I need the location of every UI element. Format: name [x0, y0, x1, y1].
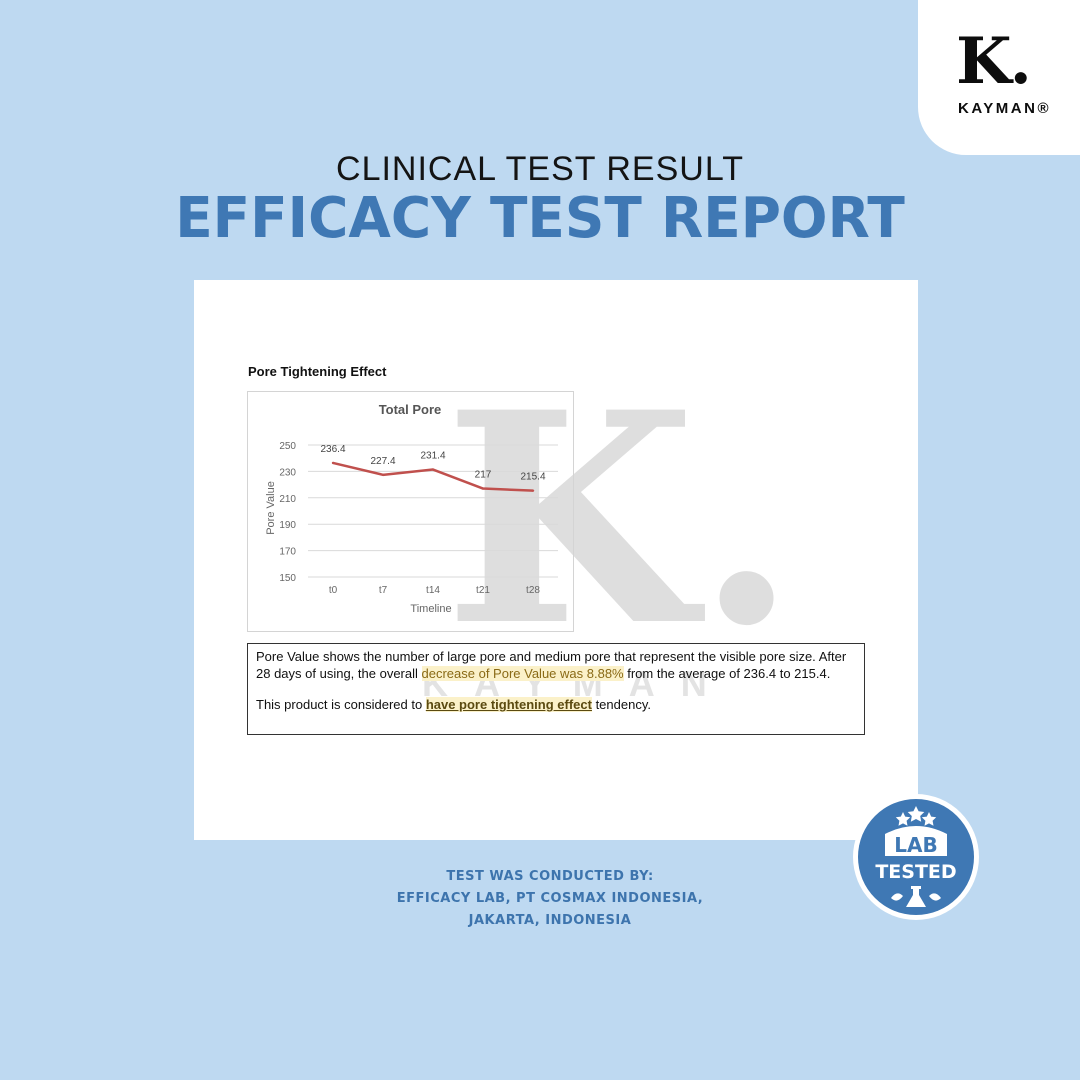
x-tick-label: t7 — [379, 585, 388, 596]
logo-card: K. KAYMAN® — [918, 0, 1080, 155]
credit-line-1: TEST WAS CONDUCTED BY: — [446, 869, 654, 884]
conclusion-text-start: This product is considered to — [256, 697, 426, 712]
x-tick-label: t0 — [329, 585, 338, 596]
line-chart: 150 170 190 210 230 250 t0 t7 t14 t21 t28 236.4 22… — [265, 402, 558, 615]
y-axis-label: Pore Value — [265, 481, 277, 535]
x-tick-label: t21 — [476, 585, 490, 596]
summary-text-end: from the average of 236.4 to 215.4. — [623, 666, 831, 681]
x-tick-label: t14 — [426, 585, 440, 596]
y-tick-label: 150 — [279, 573, 296, 584]
flask-icon — [891, 886, 941, 907]
y-tick-label: 230 — [279, 467, 296, 478]
result-summary-box: Pore Value shows the number of large por… — [247, 643, 865, 735]
data-point — [381, 473, 385, 477]
data-point — [481, 487, 485, 490]
conclusion-text-end: tendency. — [591, 697, 651, 712]
page-subtitle: CLINICAL TEST RESULT — [336, 150, 744, 188]
badge-lab-banner — [885, 826, 947, 856]
logo-wordmark: KAYMAN® — [958, 100, 1052, 117]
data-label: 231.4 — [420, 451, 445, 462]
chart-title: Total Pore — [379, 402, 442, 417]
data-point — [531, 489, 535, 492]
x-axis-label: Timeline — [410, 603, 451, 615]
section-title: Pore Tightening Effect — [248, 364, 387, 379]
star-icon — [895, 806, 937, 826]
badge-line-1: LAB — [894, 833, 937, 857]
y-tick-label: 190 — [279, 520, 296, 531]
logo-letter: K. — [956, 24, 1032, 99]
conclusion-highlight: have pore tightening effect — [425, 697, 592, 712]
lab-tested-badge: LAB TESTED — [853, 794, 979, 920]
data-label: 215.4 — [520, 472, 545, 483]
test-credit: TEST WAS CONDUCTED BY: EFFICACY LAB, PT … — [0, 866, 1080, 932]
data-point — [431, 468, 435, 471]
credit-line-2: EFFICACY LAB, PT COSMAX INDONESIA, — [396, 891, 704, 906]
summary-highlight: decrease of Pore Value was 8.88% — [421, 666, 624, 681]
data-label: 227.4 — [370, 456, 395, 467]
y-tick-label: 250 — [279, 441, 296, 452]
conclusion-paragraph: This product is considered to have pore … — [256, 696, 856, 713]
credit-line-3: JAKARTA, INDONESIA — [468, 913, 632, 928]
data-label: 217 — [475, 470, 492, 481]
badge-line-2: TESTED — [875, 861, 956, 883]
summary-paragraph: Pore Value shows the number of large por… — [256, 648, 856, 682]
chart-frame: 150 170 190 210 230 250 t0 t7 t14 t21 t28 236.4 22… — [247, 391, 574, 632]
y-tick-label: 210 — [279, 494, 296, 505]
report-document: K. KAYMAN Pore Tightening Effect 150 170 1… — [194, 280, 918, 840]
summary-text-start: Pore Value shows the number of large por… — [256, 649, 847, 681]
data-point — [331, 461, 335, 465]
watermark-letter: K. — [444, 350, 798, 690]
series-line — [332, 461, 534, 492]
y-tick-label: 170 — [279, 547, 296, 558]
page-title: EFFICACY TEST REPORT — [175, 186, 905, 251]
badge-disc — [858, 799, 974, 915]
x-tick-label: t28 — [526, 585, 540, 596]
data-label: 236.4 — [320, 444, 345, 455]
